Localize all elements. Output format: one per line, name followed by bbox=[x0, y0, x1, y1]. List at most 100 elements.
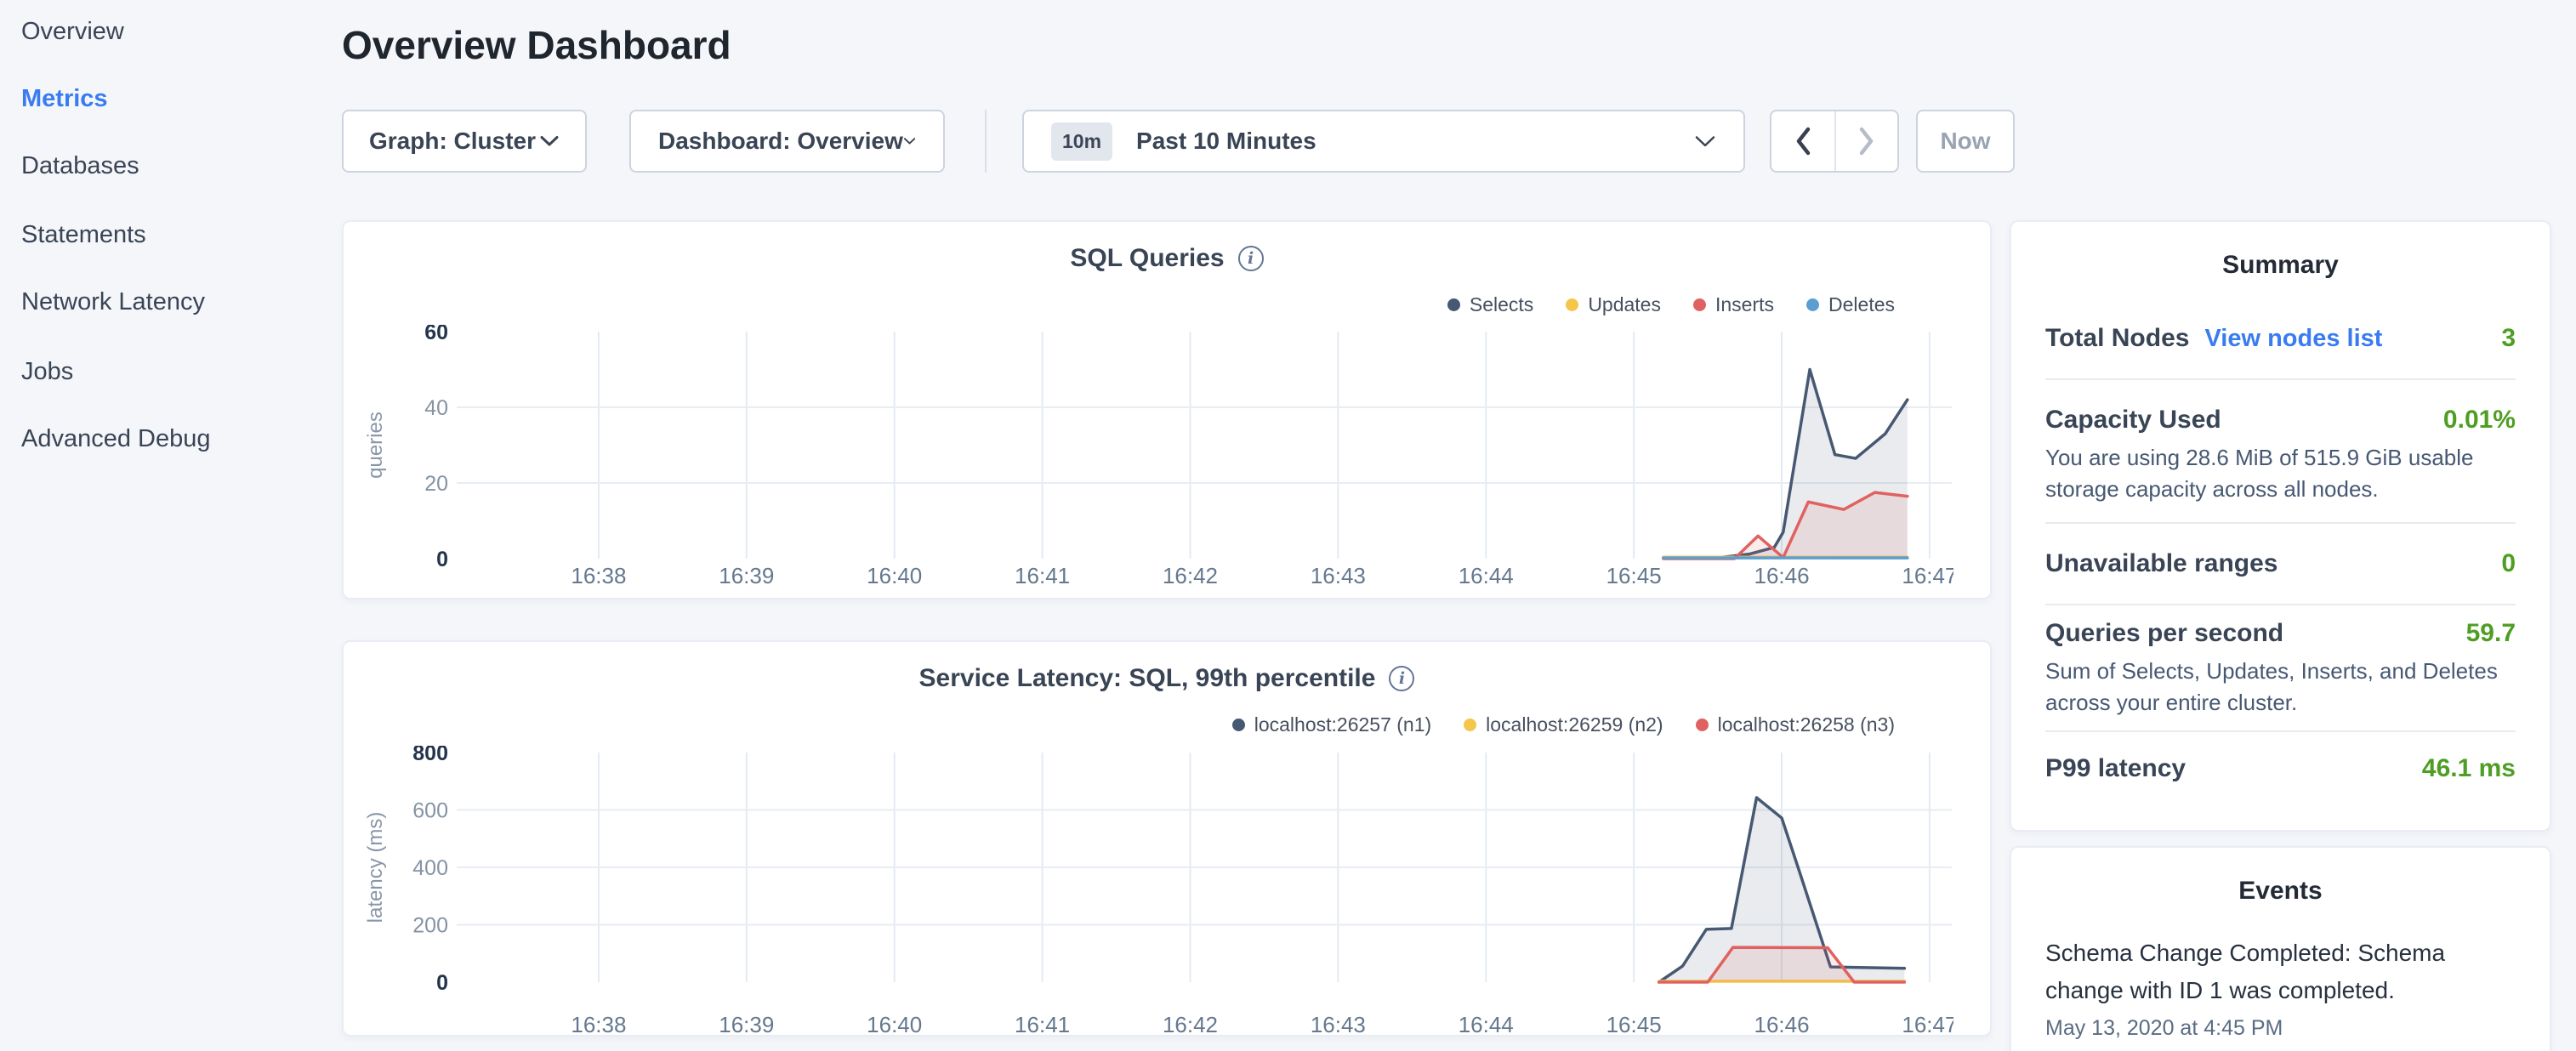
sidebar-item-advanced-debug[interactable]: Advanced Debug bbox=[21, 422, 211, 456]
svg-text:16:45: 16:45 bbox=[1606, 1012, 1662, 1037]
chart-title: Service Latency: SQL, 99th percentile bbox=[919, 664, 1376, 693]
svg-text:200: 200 bbox=[412, 914, 448, 938]
legend-label: Selects bbox=[1470, 293, 1533, 316]
info-icon[interactable]: i bbox=[1389, 666, 1414, 691]
event-item-timestamp: May 13, 2020 at 4:45 PM bbox=[2045, 1016, 2516, 1041]
time-step-control bbox=[1770, 110, 1899, 173]
svg-text:16:38: 16:38 bbox=[571, 563, 626, 588]
svg-text:16:42: 16:42 bbox=[1163, 1012, 1218, 1037]
event-item-text[interactable]: Schema Change Completed: Schema change w… bbox=[2045, 935, 2516, 1009]
now-button-label: Now bbox=[1940, 128, 1990, 155]
sidebar-item-statements[interactable]: Statements bbox=[21, 218, 146, 252]
time-range-label: Past 10 Minutes bbox=[1136, 128, 1694, 155]
legend-label: localhost:26257 (n1) bbox=[1254, 713, 1431, 736]
svg-text:600: 600 bbox=[412, 799, 448, 823]
legend-label: Deletes bbox=[1828, 293, 1895, 316]
time-range-badge: 10m bbox=[1051, 122, 1112, 161]
view-nodes-link[interactable]: View nodes list bbox=[2204, 325, 2382, 353]
summary-title: Summary bbox=[2045, 251, 2516, 280]
svg-text:16:47: 16:47 bbox=[1902, 1012, 1953, 1037]
qps-value: 59.7 bbox=[2466, 619, 2516, 648]
svg-text:16:46: 16:46 bbox=[1754, 1012, 1809, 1037]
legend-item: Inserts bbox=[1693, 293, 1774, 316]
sidebar-item-network-latency[interactable]: Network Latency bbox=[21, 285, 205, 319]
svg-text:16:41: 16:41 bbox=[1015, 563, 1070, 588]
legend-dot-icon bbox=[1447, 298, 1460, 311]
unavailable-ranges-label: Unavailable ranges bbox=[2045, 549, 2277, 578]
time-range-dropdown[interactable]: 10m Past 10 Minutes bbox=[1022, 110, 1745, 173]
svg-text:16:41: 16:41 bbox=[1015, 1012, 1070, 1037]
legend-dot-icon bbox=[1464, 719, 1476, 731]
legend-dot-icon bbox=[1693, 298, 1706, 311]
svg-text:latency (ms): latency (ms) bbox=[364, 812, 387, 923]
graph-dropdown[interactable]: Graph: Cluster bbox=[342, 110, 587, 173]
p99-value: 46.1 ms bbox=[2422, 754, 2516, 783]
p99-label: P99 latency bbox=[2045, 754, 2186, 783]
summary-p99: P99 latency 46.1 ms bbox=[2045, 732, 2516, 783]
svg-text:0: 0 bbox=[436, 548, 448, 571]
chevron-down-icon bbox=[903, 135, 916, 147]
svg-text:0: 0 bbox=[436, 971, 448, 995]
svg-text:16:47: 16:47 bbox=[1902, 563, 1953, 588]
time-step-back-button[interactable] bbox=[1771, 111, 1834, 171]
time-step-forward-button[interactable] bbox=[1834, 111, 1897, 171]
now-button[interactable]: Now bbox=[1916, 110, 2015, 173]
service-latency-chart: 020040060080016:3816:3916:4016:4116:4216… bbox=[359, 746, 1953, 1039]
sidebar-item-overview[interactable]: Overview bbox=[21, 14, 124, 48]
svg-text:16:40: 16:40 bbox=[867, 563, 922, 588]
chevron-right-icon bbox=[1858, 126, 1875, 156]
chart-legend: Selects Updates Inserts Deletes bbox=[1447, 293, 1895, 316]
svg-text:16:39: 16:39 bbox=[719, 563, 774, 588]
legend-item: Updates bbox=[1566, 293, 1661, 316]
graph-dropdown-label: Graph: Cluster bbox=[369, 128, 536, 155]
legend-dot-icon bbox=[1232, 719, 1245, 731]
sidebar-item-jobs[interactable]: Jobs bbox=[21, 355, 73, 389]
summary-capacity: Capacity Used 0.01% You are using 28.6 M… bbox=[2045, 380, 2516, 524]
chevron-left-icon bbox=[1794, 126, 1811, 156]
unavailable-ranges-value: 0 bbox=[2501, 549, 2516, 578]
qps-description: Sum of Selects, Updates, Inserts, and De… bbox=[2045, 656, 2516, 719]
sql-queries-card: SQL Queries i Selects Updates Inserts Delet… bbox=[342, 220, 1992, 599]
svg-text:16:42: 16:42 bbox=[1163, 563, 1218, 588]
page-title: Overview Dashboard bbox=[342, 22, 731, 68]
dashboard-dropdown-label: Dashboard: Overview bbox=[658, 128, 903, 155]
summary-unavailable-ranges: Unavailable ranges 0 bbox=[2045, 524, 2516, 605]
app-root: Overview Metrics Databases Statements Ne… bbox=[0, 0, 2576, 1051]
chevron-down-icon bbox=[539, 135, 560, 147]
legend-dot-icon bbox=[1566, 298, 1578, 311]
svg-text:16:46: 16:46 bbox=[1754, 563, 1809, 588]
info-icon[interactable]: i bbox=[1238, 246, 1264, 271]
svg-text:16:45: 16:45 bbox=[1606, 563, 1662, 588]
capacity-description: You are using 28.6 MiB of 515.9 GiB usab… bbox=[2045, 442, 2516, 505]
events-title: Events bbox=[2045, 877, 2516, 906]
svg-text:20: 20 bbox=[424, 472, 448, 496]
total-nodes-label: Total Nodes bbox=[2045, 324, 2189, 353]
events-panel: Events Schema Change Completed: Schema c… bbox=[2010, 846, 2551, 1051]
legend-dot-icon bbox=[1696, 719, 1709, 731]
svg-text:16:44: 16:44 bbox=[1459, 1012, 1514, 1037]
legend-dot-icon bbox=[1806, 298, 1819, 311]
summary-total-nodes: Total Nodes View nodes list 3 bbox=[2045, 280, 2516, 380]
legend-item: localhost:26258 (n3) bbox=[1696, 713, 1895, 736]
legend-label: Inserts bbox=[1715, 293, 1774, 316]
dashboard-dropdown[interactable]: Dashboard: Overview bbox=[629, 110, 945, 173]
svg-text:16:38: 16:38 bbox=[571, 1012, 626, 1037]
svg-text:400: 400 bbox=[412, 856, 448, 880]
sidebar-item-metrics[interactable]: Metrics bbox=[21, 82, 108, 116]
summary-qps: Queries per second 59.7 Sum of Selects, … bbox=[2045, 605, 2516, 732]
svg-text:16:40: 16:40 bbox=[867, 1012, 922, 1037]
chart-legend: localhost:26257 (n1)localhost:26259 (n2)… bbox=[1232, 713, 1895, 736]
sidebar-item-databases[interactable]: Databases bbox=[21, 149, 139, 183]
qps-label: Queries per second bbox=[2045, 619, 2283, 648]
capacity-value: 0.01% bbox=[2443, 406, 2516, 435]
toolbar-divider bbox=[985, 110, 987, 173]
svg-text:800: 800 bbox=[412, 746, 448, 765]
legend-item: Deletes bbox=[1806, 293, 1895, 316]
svg-text:60: 60 bbox=[424, 325, 448, 344]
legend-item: Selects bbox=[1447, 293, 1533, 316]
chart-title: SQL Queries bbox=[1070, 244, 1224, 273]
service-latency-card: Service Latency: SQL, 99th percentile i … bbox=[342, 640, 1992, 1037]
chevron-down-icon bbox=[1694, 135, 1716, 148]
capacity-label: Capacity Used bbox=[2045, 406, 2221, 435]
sql-queries-chart: 020406016:3816:3916:4016:4116:4216:4316:… bbox=[359, 325, 1953, 597]
